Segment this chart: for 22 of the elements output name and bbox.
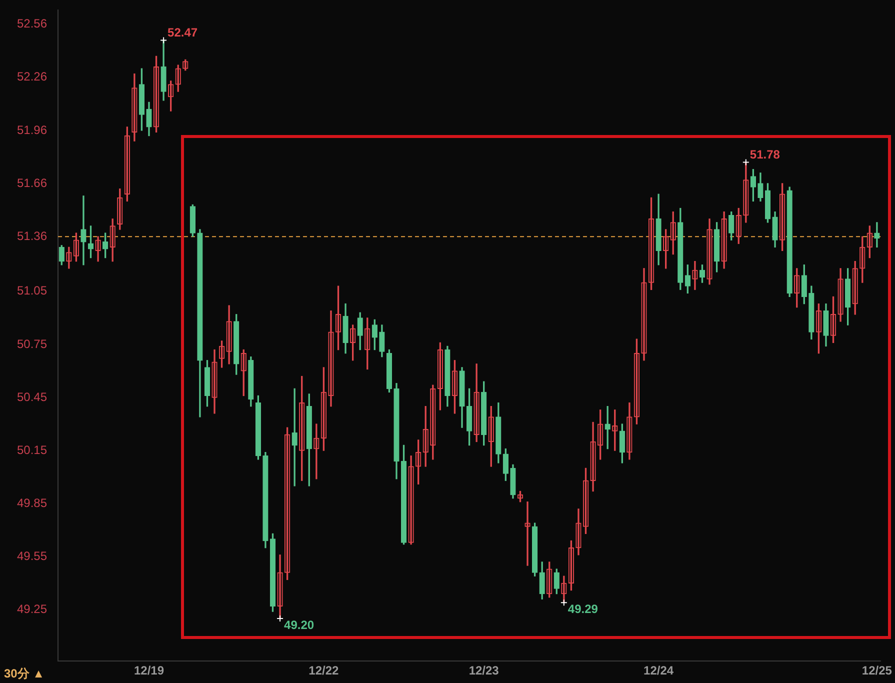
x-tick-label: 12/24 — [644, 664, 674, 678]
y-tick-label: 50.45 — [16, 390, 48, 404]
annotation: 52.47 — [168, 26, 198, 40]
y-tick-label: 51.36 — [16, 228, 48, 243]
y-tick-label: 49.55 — [16, 548, 48, 563]
y-tick-label: 50.15 — [16, 442, 48, 457]
y-tick-label: 51.66 — [16, 176, 48, 190]
x-tick-label: 12/22 — [308, 664, 340, 678]
y-tick-label: 49.85 — [16, 496, 48, 510]
y-tick-label: 51.05 — [16, 284, 48, 298]
annotation: 51.78 — [750, 148, 780, 162]
y-tick-label: 49.25 — [16, 602, 48, 616]
annotation: 49.20 — [284, 618, 314, 632]
text: 30分 ▲ — [4, 666, 45, 680]
x-tick-label: 12/23 — [468, 664, 500, 678]
x-tick-label: 12/25 — [862, 664, 892, 678]
y-tick-label: 50.75 — [16, 336, 48, 351]
y-tick-label: 52.26 — [16, 70, 48, 84]
y-tick-label: 52.56 — [16, 16, 48, 31]
x-tick-label: 12/19 — [134, 664, 164, 678]
annotation: 49.29 — [568, 602, 598, 616]
y-tick-label: 51.96 — [16, 122, 48, 137]
